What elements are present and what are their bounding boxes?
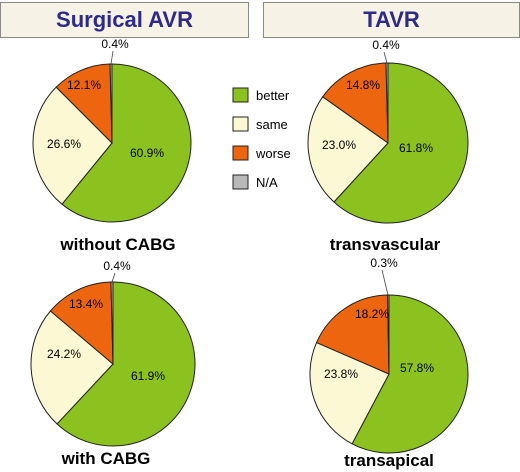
pie-slice-na — [109, 63, 113, 144]
slice-label-worse: 14.8% — [346, 78, 380, 92]
slice-label-na: 0.3% — [370, 256, 398, 270]
pie-slice-better — [351, 294, 469, 454]
legend-label-better: better — [256, 88, 290, 103]
pie-chart-without-cabg: 60.9% 26.6% 12.1% 0.4% without CABG — [32, 37, 192, 254]
slice-label-na: 0.4% — [101, 37, 129, 51]
slice-label-better: 57.8% — [400, 361, 434, 375]
slice-label-worse: 13.4% — [69, 297, 103, 311]
slice-label-better: 61.8% — [399, 141, 433, 155]
pie-caption: with CABG — [61, 449, 151, 468]
pie-slice-same — [32, 86, 113, 205]
legend-label-same: same — [256, 117, 288, 132]
pie-slice-na — [385, 62, 389, 144]
slice-label-better: 60.9% — [130, 146, 164, 160]
na-leader-line — [111, 272, 116, 283]
legend-swatch-na — [232, 174, 249, 190]
pie-caption: transapical — [344, 451, 434, 470]
pie-slice-worse — [55, 63, 113, 145]
slice-label-same: 23.8% — [324, 367, 358, 381]
slice-label-same: 26.6% — [47, 137, 81, 151]
pie-slice-worse — [321, 62, 389, 144]
slice-label-na: 0.4% — [372, 38, 400, 52]
pie-slice-same — [30, 310, 114, 425]
pie-caption: without CABG — [59, 235, 175, 254]
slice-label-same: 24.2% — [47, 347, 81, 361]
na-leader-line — [381, 269, 389, 296]
pie-slice-same — [307, 96, 389, 203]
pie-slice-worse — [315, 294, 390, 375]
na-leader-line — [383, 51, 388, 64]
pie-slice-worse — [49, 281, 114, 366]
slice-label-worse: 12.1% — [67, 78, 101, 92]
legend-label-worse: worse — [255, 146, 291, 161]
na-leader-line — [110, 50, 114, 65]
slice-label-better: 61.9% — [131, 369, 165, 383]
pie-chart-transvascular: 61.8% 23.0% 14.8% 0.4% transvascular — [307, 38, 469, 254]
legend: better same worse N/A — [232, 87, 291, 190]
pie-caption: transvascular — [330, 235, 441, 254]
pie-slice-better — [56, 281, 196, 447]
pie-slice-na — [387, 294, 390, 375]
pie-chart-with-cabg: 61.9% 24.2% 13.4% 0.4% with CABG — [30, 259, 196, 468]
header-surgical-avr: Surgical AVR — [0, 2, 249, 38]
header-tavr: TAVR — [263, 2, 520, 38]
pie-slice-better — [61, 63, 192, 223]
pie-slice-same — [309, 341, 390, 445]
legend-swatch-better — [232, 87, 249, 103]
legend-label-na: N/A — [256, 175, 278, 190]
pie-slice-better — [333, 62, 469, 224]
slice-label-same: 23.0% — [322, 138, 356, 152]
slice-label-worse: 18.2% — [355, 307, 389, 321]
pie-chart-transapical: 57.8% 23.8% 18.2% 0.3% transapical — [309, 256, 469, 470]
legend-swatch-worse — [232, 145, 249, 161]
legend-swatch-same — [232, 116, 249, 132]
pie-slice-na — [110, 281, 114, 365]
slice-label-na: 0.4% — [103, 259, 131, 273]
